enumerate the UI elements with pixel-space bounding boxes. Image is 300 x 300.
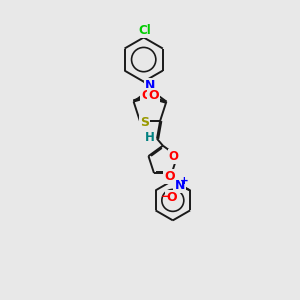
Text: N: N bbox=[174, 179, 185, 193]
Text: O: O bbox=[148, 89, 159, 102]
Text: O: O bbox=[141, 89, 152, 102]
Text: O: O bbox=[164, 170, 175, 183]
Text: Cl: Cl bbox=[138, 24, 151, 37]
Text: N: N bbox=[145, 80, 155, 92]
Text: O: O bbox=[166, 191, 177, 204]
Text: +: + bbox=[180, 176, 189, 185]
Text: H: H bbox=[145, 131, 155, 144]
Text: S: S bbox=[140, 116, 149, 129]
Text: O: O bbox=[169, 150, 178, 163]
Text: −: − bbox=[160, 190, 170, 203]
